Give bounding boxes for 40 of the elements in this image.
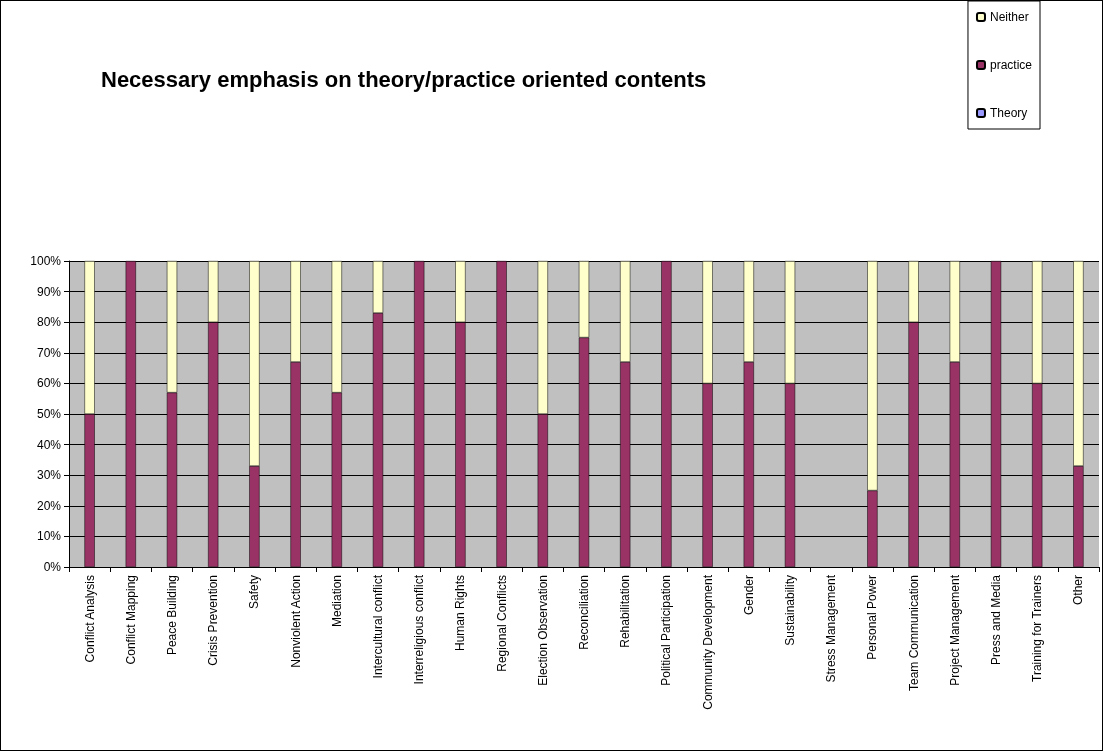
x-tick-label: Peace Building xyxy=(165,575,179,656)
y-tick-label: 0% xyxy=(43,560,62,574)
x-tick-label: Nonviolent Action xyxy=(288,575,303,668)
x-tick-label: Sustainability xyxy=(783,575,797,646)
x-tick-label: Gender xyxy=(741,575,756,616)
x-tick-label: Conflict Mapping xyxy=(123,575,138,665)
x-tick-label: Training for Trainers xyxy=(1030,575,1045,682)
x-tick-label: Mediation xyxy=(329,575,344,628)
y-tick-label: 100% xyxy=(30,254,62,268)
y-tick-label: 90% xyxy=(36,284,62,299)
legend-label: Neither xyxy=(989,10,1029,24)
chart-title: Necessary emphasis on theory/practice oriented contents xyxy=(101,66,707,92)
y-tick-label: 40% xyxy=(36,437,62,452)
y-tick-label: 50% xyxy=(36,407,62,421)
x-tick-label: Safety xyxy=(247,575,262,610)
x-tick-label: Stress Management xyxy=(824,574,839,683)
x-tick-label: Regional Conflicts xyxy=(494,575,509,672)
x-tick-label: Interreligious conflict xyxy=(412,574,427,685)
y-tick-label: 70% xyxy=(36,345,62,360)
x-tick-label: Other xyxy=(1071,575,1086,606)
x-tick-label: Press and Media xyxy=(989,574,1003,666)
y-tick-label: 60% xyxy=(36,376,62,391)
x-tick-label: Project Management xyxy=(947,574,962,686)
x-tick-label: Rehabilitation xyxy=(618,575,633,648)
x-tick-label: Community Development xyxy=(700,574,715,710)
y-tick-label: 80% xyxy=(36,315,62,330)
x-tick-label: Conflict Analysis xyxy=(82,575,97,663)
y-tick-label: 20% xyxy=(36,498,62,513)
x-tick-label: Reconciliation xyxy=(577,575,591,650)
x-tick-label: Team Communication xyxy=(906,575,921,692)
x-tick-label: Intercultural conflict xyxy=(371,574,385,679)
x-tick-label: Election Observation xyxy=(535,575,550,686)
x-tick-label: Personal Power xyxy=(865,575,880,660)
legend-label: practice xyxy=(989,58,1033,72)
x-tick-label: Political Participation xyxy=(659,575,674,686)
y-tick-label: 10% xyxy=(36,529,62,544)
y-tick-label: 30% xyxy=(36,468,62,483)
legend-label: Theory xyxy=(989,106,1028,120)
x-tick-label: Crisis Prevention xyxy=(206,575,221,666)
x-tick-label: Human Rights xyxy=(453,575,468,652)
